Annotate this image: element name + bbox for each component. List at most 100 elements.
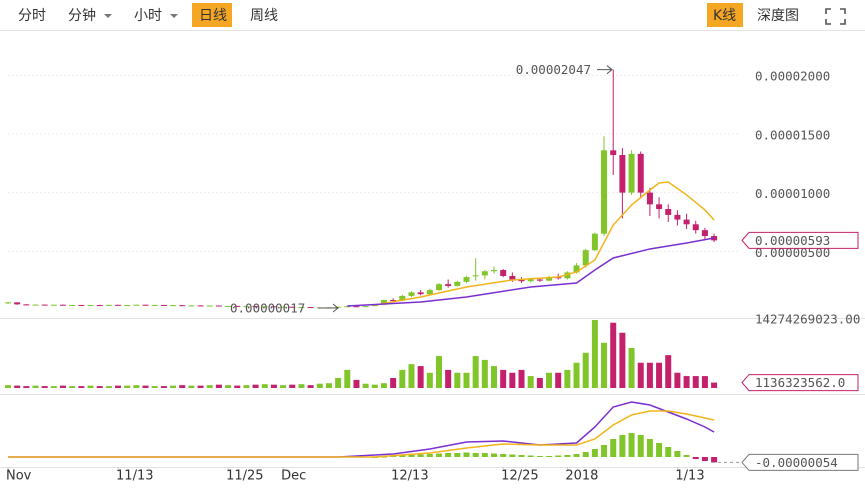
max-annotation: 0.00002047 [516, 62, 591, 77]
volume-bar [399, 369, 406, 388]
y-tick-label: 0.00001500 [755, 127, 830, 142]
time-tab[interactable]: 周线 [250, 8, 278, 24]
volume-bar [527, 376, 534, 388]
volume-bar [69, 386, 76, 388]
volume-bar [564, 369, 571, 388]
candle-body [692, 224, 699, 231]
volume-bar [78, 386, 85, 388]
volume-bar [701, 376, 708, 388]
macd-bar [518, 455, 525, 457]
candle-body [197, 305, 204, 307]
y-tick-label: 0.00001000 [755, 186, 830, 201]
candle-body [454, 281, 461, 286]
volume-bar [252, 384, 259, 388]
max-arrow [597, 65, 613, 75]
expand-icon[interactable] [825, 8, 846, 25]
candle-body [335, 306, 342, 308]
volume-bar [197, 385, 204, 388]
candle-body [362, 306, 369, 308]
active-tab-bg [707, 3, 743, 27]
last-macd-label: -0.00000054 [755, 455, 838, 470]
candle-body [491, 270, 498, 272]
volume-bar [14, 385, 21, 388]
last-volume-label: 1136323562.0 [755, 375, 845, 390]
candle-body [701, 230, 708, 237]
time-tab[interactable]: 小时 [134, 8, 162, 24]
candle-body [50, 304, 57, 306]
view-tab[interactable]: K线 [713, 8, 736, 24]
volume-bar [160, 386, 167, 388]
volume-bar [454, 372, 461, 388]
candle-body [463, 277, 470, 282]
volume-bar [683, 376, 690, 388]
volume-bar [371, 384, 378, 388]
candle-body [252, 306, 259, 308]
last-price-label: 0.00000593 [755, 233, 830, 248]
macd-bar [601, 445, 608, 457]
volume-bar [87, 385, 94, 388]
volume-bar [536, 377, 543, 388]
time-tab[interactable]: 日线 [199, 8, 227, 24]
volume-bar [500, 369, 507, 388]
macd-bar [701, 457, 708, 461]
volume-bar [335, 377, 342, 388]
volume-bar [307, 385, 314, 388]
candle-body [399, 295, 406, 301]
macd-bar [564, 455, 571, 457]
candle-body [481, 271, 488, 276]
volume-bar [692, 376, 699, 388]
volume-bar [115, 385, 122, 388]
candle-body [665, 209, 672, 215]
candle-body [445, 284, 452, 286]
volume-bar [610, 322, 617, 388]
x-tick-label: 1/13 [675, 469, 704, 484]
dropdown-arrow [104, 14, 112, 18]
candle-body [41, 304, 48, 306]
candle-body [637, 153, 644, 193]
macd-bar [399, 455, 406, 457]
macd-bar [591, 449, 598, 457]
volume-bar [215, 384, 222, 388]
volume-bar [325, 383, 332, 388]
macd-bar [582, 452, 589, 457]
volume-bar [711, 382, 718, 388]
x-tick-label: 11/25 [226, 469, 263, 484]
volume-bar [408, 364, 415, 388]
time-tab[interactable]: 分钟 [68, 7, 96, 24]
candle-body [353, 306, 360, 308]
candle-body [536, 279, 543, 281]
volume-bar [188, 385, 195, 388]
candle-body [298, 307, 305, 309]
candle-body [408, 292, 415, 296]
candle-body [270, 306, 277, 308]
candle-body [674, 214, 681, 220]
candle-body [170, 305, 177, 307]
time-tab[interactable]: 分时 [18, 8, 46, 24]
candle-body [509, 275, 516, 280]
last-price-label-box [741, 231, 859, 249]
macd-bar [527, 455, 534, 457]
volume-bar [362, 383, 369, 388]
candle-body [96, 305, 103, 307]
candle-body [142, 304, 149, 306]
volume-bar [426, 372, 433, 388]
candle-body [105, 304, 112, 306]
macd-bar [692, 457, 699, 459]
candle-body [243, 306, 250, 308]
macd-bar [472, 453, 479, 457]
candle-body [206, 305, 213, 307]
volume-bar [380, 383, 387, 388]
volume-bar [573, 362, 580, 388]
x-tick-label: 12/13 [391, 469, 428, 484]
macd-bar [500, 454, 507, 457]
candle-body [371, 304, 378, 307]
volume-bar [601, 342, 608, 388]
last-volume-label-box [741, 374, 859, 392]
candle-body [344, 306, 351, 308]
view-tab[interactable]: 深度图 [757, 8, 799, 24]
candle-body [582, 250, 589, 266]
volume-bar [546, 372, 553, 388]
volume-bar [234, 385, 241, 388]
